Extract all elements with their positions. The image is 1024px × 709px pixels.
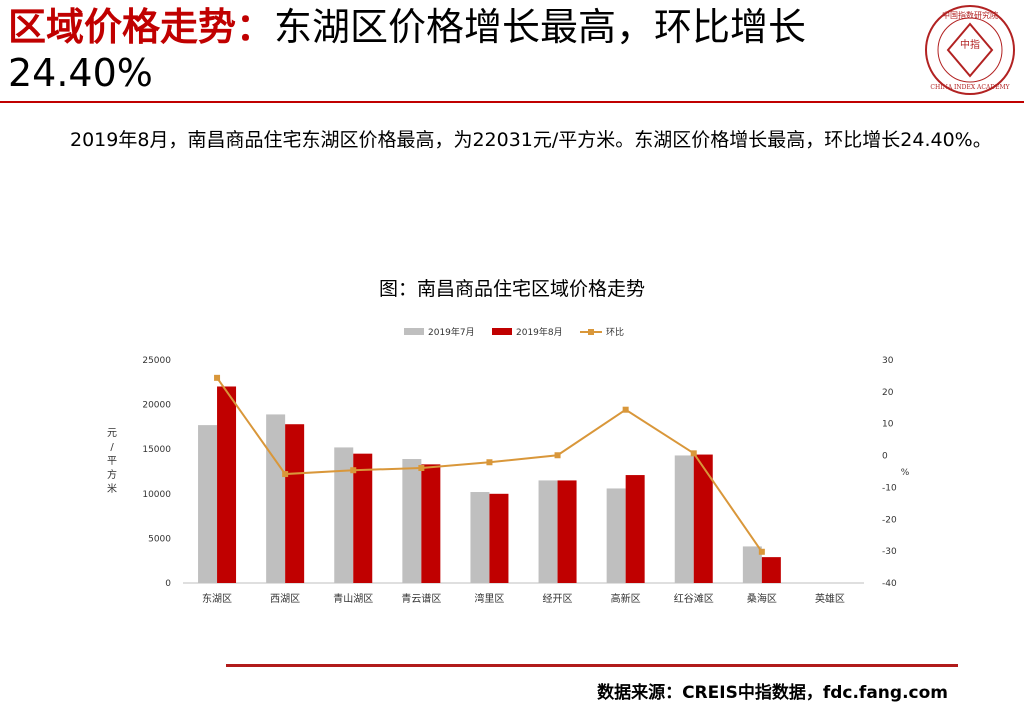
mom-point (554, 452, 561, 459)
logo-center-text: 中指 (960, 38, 980, 51)
y-right-tick-label: 0 (882, 452, 888, 462)
y-right-tick-label: 10 (882, 420, 894, 430)
title-text: 东湖区价格增长最高，环比增长 (274, 5, 807, 49)
y-left-tick-label: 25000 (142, 356, 171, 366)
y-right-tick-label: -10 (882, 483, 897, 493)
bar-jul (402, 459, 422, 583)
bar-jul (742, 546, 762, 583)
bar-jul (606, 488, 626, 583)
legend-swatch-aug (492, 328, 512, 335)
bar-jul (470, 492, 490, 583)
y-left-axis-label: 米 (107, 482, 117, 495)
x-tick-label: 高新区 (611, 592, 641, 605)
bar-aug (353, 453, 373, 583)
y-right-tick-label: -30 (882, 547, 897, 557)
legend-label-mom: 环比 (606, 326, 624, 338)
x-tick-label: 桑海区 (747, 592, 777, 605)
bar-aug (557, 480, 577, 583)
y-right-tick-label: 20 (882, 388, 894, 398)
bar-aug (761, 557, 781, 583)
x-tick-label: 湾里区 (474, 592, 504, 605)
title-divider (0, 101, 1024, 103)
title-highlight: 区域价格走势： (8, 5, 275, 49)
bar-aug (625, 475, 645, 583)
y-right-tick-label: 30 (882, 356, 894, 366)
y-right-tick-label: -20 (882, 515, 897, 525)
bar-jul (334, 447, 354, 583)
logo-en-text: CHINA INDEX ACADEMY (930, 84, 1010, 91)
legend-marker-mom (588, 329, 594, 335)
title-text-line2: 24.40% (8, 51, 153, 95)
y-left-axis-label: 平 (107, 456, 117, 467)
y-left-tick-label: 20000 (142, 401, 171, 411)
x-tick-label: 东湖区 (202, 592, 232, 605)
legend-label-jul: 2019年7月 (428, 326, 475, 338)
x-tick-label: 经开区 (543, 592, 573, 605)
slide-title: 区域价格走势：东湖区价格增长最高，环比增长 24.40% (8, 4, 908, 96)
logo-cn-text: 中国指数研究院 (942, 10, 998, 20)
footer-divider (226, 664, 958, 667)
bar-jul (538, 480, 558, 583)
china-index-academy-seal-icon: 中指 中国指数研究院 CHINA INDEX ACADEMY (925, 5, 1015, 95)
bar-aug (285, 424, 305, 583)
mom-point (418, 464, 425, 471)
y-right-axis-label: % (901, 468, 910, 478)
y-left-axis-label: 元 (107, 428, 117, 439)
x-tick-label: 西湖区 (270, 593, 300, 605)
data-source: 数据来源：CREIS中指数据，fdc.fang.com (597, 683, 948, 703)
chart-title: 图：南昌商品住宅区域价格走势 (378, 278, 645, 300)
x-tick-label: 青山湖区 (333, 592, 373, 605)
y-right-tick-label: -40 (882, 579, 897, 589)
bar-jul (266, 414, 286, 583)
mom-point (622, 406, 629, 413)
bar-aug (217, 386, 237, 583)
mom-point (214, 374, 221, 381)
bar-jul (674, 455, 694, 583)
bar-aug (489, 493, 509, 583)
mom-point (486, 459, 493, 466)
y-left-tick-label: 15000 (142, 445, 171, 455)
price-trend-chart: 0 5000 10000 15000 20000 25000 -40 -30 -20 -10 0 10… (107, 326, 910, 605)
x-tick-label: 英雄区 (815, 592, 845, 605)
y-left-axis-label: 方 (107, 468, 117, 481)
mom-point (758, 548, 765, 555)
bar-aug (693, 454, 713, 583)
bar-jul (198, 425, 218, 583)
y-left-axis-label: / (110, 442, 114, 453)
x-tick-label: 青云谱区 (401, 592, 441, 605)
y-left-tick-label: 10000 (142, 490, 171, 500)
legend-label-aug: 2019年8月 (516, 326, 563, 338)
mom-point (350, 467, 357, 474)
mom-point (690, 450, 697, 457)
summary-paragraph: 2019年8月，南昌商品住宅东湖区价格最高，为22031元/平方米。东湖区价格增… (70, 129, 992, 151)
legend-swatch-jul (404, 328, 424, 335)
x-tick-label: 红谷滩区 (674, 592, 714, 605)
y-left-tick-label: 0 (165, 579, 171, 589)
y-left-tick-label: 5000 (148, 534, 171, 544)
bar-aug (421, 464, 441, 583)
mom-point (282, 471, 289, 478)
